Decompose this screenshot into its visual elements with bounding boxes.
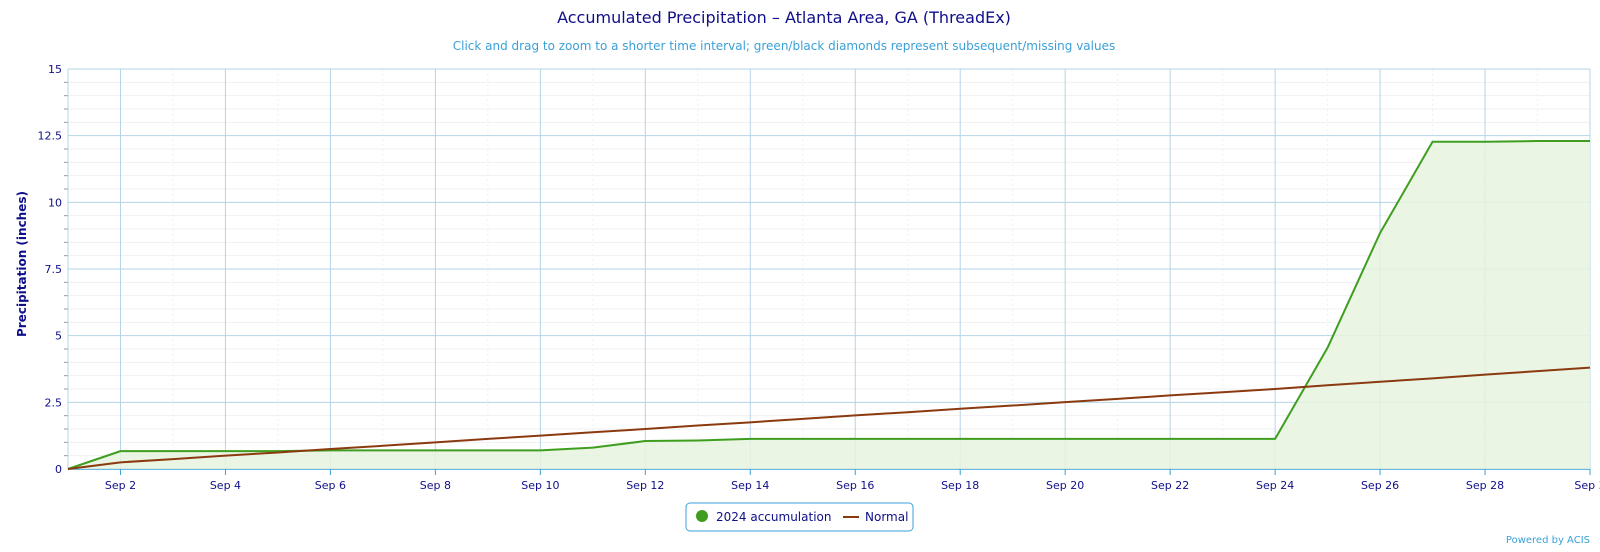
data-point-normal[interactable] (695, 423, 701, 429)
legend-box (685, 502, 914, 532)
data-point-2024-accumulation[interactable] (852, 436, 858, 442)
data-point-normal[interactable] (642, 426, 648, 432)
data-point-2024-accumulation[interactable] (747, 436, 753, 442)
data-point-2024-accumulation[interactable] (432, 447, 438, 453)
x-tick-label: Sep 24 (1256, 479, 1294, 492)
data-point-normal[interactable] (957, 406, 963, 412)
data-point-normal[interactable] (1430, 375, 1436, 381)
x-tick-label: Sep 16 (836, 479, 874, 492)
data-point-2024-accumulation[interactable] (957, 436, 963, 442)
data-point-normal[interactable] (1115, 396, 1121, 402)
data-point-normal[interactable] (275, 449, 281, 455)
powered-by-link[interactable]: Powered by ACIS (1505, 535, 1590, 546)
x-tick-label: Sep 28 (1466, 479, 1504, 492)
x-tick-label: Sep 8 (420, 479, 451, 492)
data-point-normal[interactable] (1220, 389, 1226, 395)
y-tick-label: 7.5 (45, 263, 63, 276)
data-point-normal[interactable] (537, 433, 543, 439)
data-point-normal[interactable] (1167, 392, 1173, 398)
data-point-2024-accumulation[interactable] (1167, 436, 1173, 442)
data-point-normal[interactable] (117, 459, 123, 465)
y-tick-label: 12.5 (38, 130, 63, 143)
data-point-2024-accumulation[interactable] (1115, 436, 1121, 442)
data-point-2024-accumulation[interactable] (1535, 138, 1541, 144)
x-tick-label: Sep 20 (1046, 479, 1084, 492)
data-point-2024-accumulation[interactable] (1430, 139, 1436, 145)
data-point-2024-accumulation[interactable] (485, 447, 491, 453)
data-point-2024-accumulation[interactable] (695, 437, 701, 443)
x-tick-label: Sep 4 (210, 479, 241, 492)
x-tick-label: Sep 18 (941, 479, 979, 492)
data-point-2024-accumulation[interactable] (1062, 436, 1068, 442)
data-point-2024-accumulation[interactable] (905, 436, 911, 442)
data-point-normal[interactable] (327, 446, 333, 452)
data-point-normal[interactable] (800, 416, 806, 422)
data-point-2024-accumulation[interactable] (590, 445, 596, 451)
y-tick-label: 5 (55, 330, 62, 343)
x-tick-label: Sep 10 (521, 479, 559, 492)
data-point-2024-accumulation[interactable] (1272, 436, 1278, 442)
data-point-2024-accumulation[interactable] (642, 438, 648, 444)
data-point-normal[interactable] (1010, 403, 1016, 409)
data-point-normal[interactable] (65, 466, 71, 472)
data-point-2024-accumulation[interactable] (1325, 345, 1331, 351)
series-line-normal[interactable] (67, 366, 1591, 470)
y-tick-label: 15 (48, 63, 62, 76)
legend-label-normal: Normal (865, 510, 908, 524)
legend-item-normal[interactable]: Normal (843, 510, 908, 524)
x-tick-label: Sep 6 (315, 479, 346, 492)
data-point-normal[interactable] (747, 419, 753, 425)
y-tick-label: 10 (48, 196, 62, 209)
data-point-normal[interactable] (1272, 386, 1278, 392)
chart-title: Accumulated Precipitation – Atlanta Area… (557, 8, 1011, 27)
data-point-2024-accumulation[interactable] (800, 436, 806, 442)
x-tick-label: Sep 22 (1151, 479, 1189, 492)
series-area-2024-accumulation (68, 141, 1590, 469)
legend-label-2024-accumulation: 2024 accumulation (716, 510, 831, 524)
y-tick-label: 2.5 (45, 396, 63, 409)
data-point-normal[interactable] (1587, 365, 1593, 371)
data-point-2024-accumulation[interactable] (1377, 230, 1383, 236)
x-tick-label: Sep 14 (731, 479, 769, 492)
data-point-normal[interactable] (170, 456, 176, 462)
data-point-normal[interactable] (1062, 399, 1068, 405)
data-point-normal[interactable] (380, 443, 386, 449)
plot-area[interactable]: 0 2.5 5 7.5 10 12.5 15 Sep 2 Sep 4 Sep 6 Sep 8 Sep … (38, 63, 1600, 492)
data-point-2024-accumulation[interactable] (170, 448, 176, 454)
data-point-normal[interactable] (905, 409, 911, 415)
data-point-normal[interactable] (1535, 368, 1541, 374)
y-axis-title: Precipitation (inches) (15, 191, 29, 337)
data-point-normal[interactable] (1482, 372, 1488, 378)
data-point-normal[interactable] (222, 453, 228, 459)
data-point-2024-accumulation[interactable] (537, 447, 543, 453)
legend-item-2024-accumulation[interactable]: 2024 accumulation (696, 510, 831, 524)
data-point-normal[interactable] (590, 429, 596, 435)
data-point-normal[interactable] (852, 412, 858, 418)
data-point-2024-accumulation[interactable] (117, 448, 123, 454)
data-point-normal[interactable] (485, 436, 491, 442)
legend[interactable]: 2024 accumulation Normal (685, 502, 914, 532)
y-tick-label: 0 (55, 463, 62, 476)
data-point-2024-accumulation[interactable] (1587, 138, 1593, 144)
data-point-normal[interactable] (1325, 382, 1331, 388)
x-tick-label: Sep 26 (1361, 479, 1399, 492)
data-point-2024-accumulation[interactable] (1010, 436, 1016, 442)
x-tick-label: Sep 12 (626, 479, 664, 492)
data-point-2024-accumulation[interactable] (1482, 139, 1488, 145)
chart-subtitle: Click and drag to zoom to a shorter time… (453, 39, 1115, 53)
x-tick-label: Sep 3 (1574, 479, 1600, 492)
data-point-normal[interactable] (432, 439, 438, 445)
data-point-2024-accumulation[interactable] (1220, 436, 1226, 442)
x-tick-label: Sep 2 (105, 479, 136, 492)
data-point-normal[interactable] (1377, 379, 1383, 385)
legend-marker-2024-accumulation (696, 510, 708, 522)
